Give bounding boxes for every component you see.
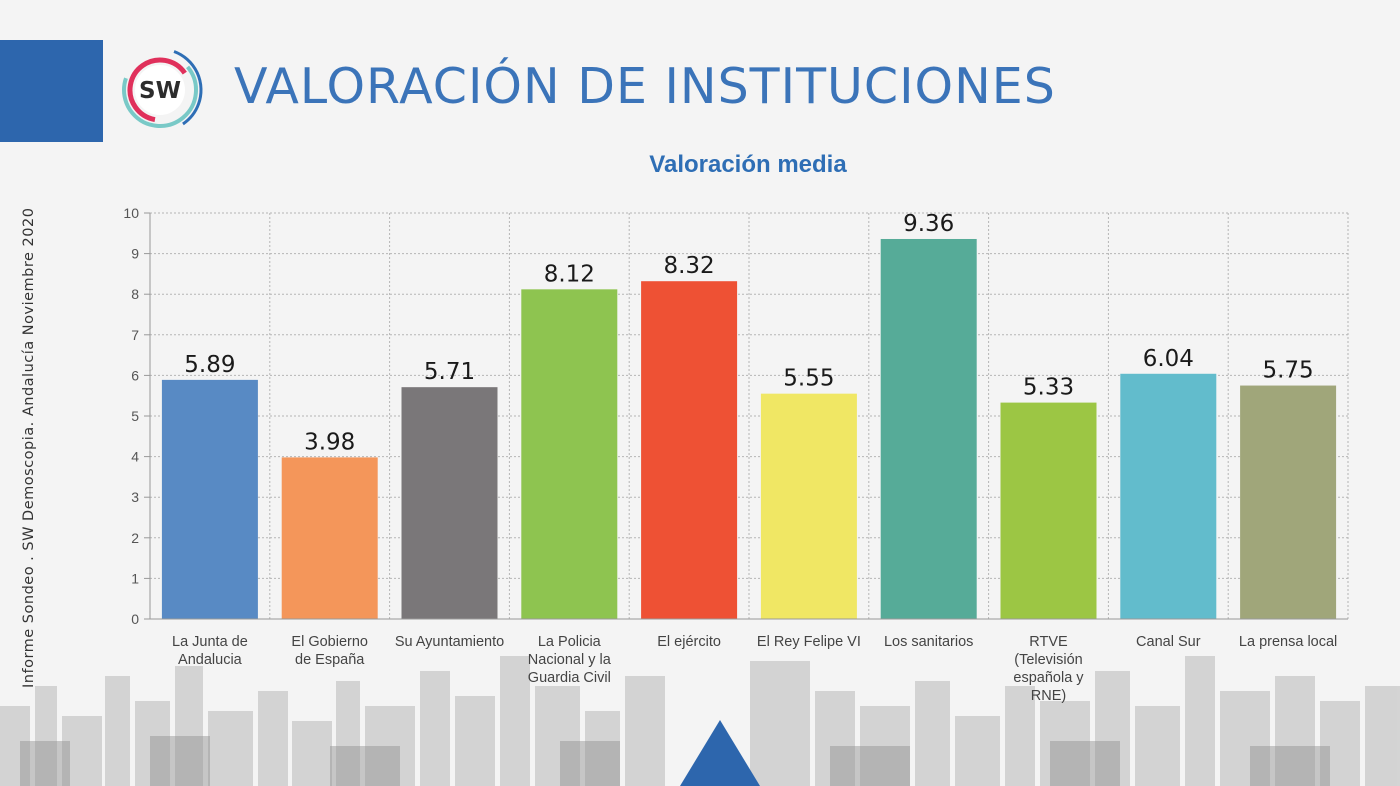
data-label: 5.55 [783,366,834,392]
data-label: 8.32 [663,253,714,279]
bar [641,281,738,619]
x-tick-label: Los sanitarios [884,634,973,650]
x-tick-label: Su Ayuntamiento [395,634,504,650]
bars-group [161,238,1337,619]
y-tick-label: 0 [131,611,139,627]
y-tick-label: 10 [123,205,139,221]
logo-text: SW [139,78,181,104]
bar [281,457,378,619]
x-axis: La Junta de Andalucia El Gobierno de España… [150,618,1348,704]
data-labels-group: 5.89 3.98 5.71 8.12 8.32 5.55 9.36 5.33 6.04 5.75 [184,211,1313,455]
y-tick-label: 9 [131,246,139,262]
city-skyline-background [0,656,1400,786]
data-label: 5.75 [1262,358,1313,384]
data-label: 6.04 [1143,346,1194,372]
y-axis: 0 1 2 3 4 5 6 7 8 9 10 [123,205,151,627]
y-tick-label: 4 [131,449,139,465]
bar [1120,373,1217,619]
data-label: 8.12 [544,261,595,287]
data-label: 9.36 [903,211,954,237]
x-tick-label: El Gobierno de España [291,634,368,668]
x-tick-label: RTVE (Televisión española y RNE) [1013,634,1084,704]
y-tick-label: 6 [131,367,139,383]
x-tick-label: La Policia Nacional y la Guardia Civil [528,634,612,686]
bar [521,289,618,619]
data-label: 5.89 [184,352,235,378]
x-tick-label: Canal Sur [1136,634,1201,650]
data-label: 3.98 [304,429,355,455]
bar [401,387,498,619]
bar [1240,385,1337,619]
triangle-decoration [680,720,760,786]
y-tick-label: 7 [131,327,139,343]
x-tick-label: El Rey Felipe VI [757,634,861,650]
y-tick-label: 5 [131,408,139,424]
bar [1000,402,1097,619]
sw-logo: SW [117,47,203,133]
x-tick-label: El ejército [657,634,721,650]
header-accent-block [0,40,103,142]
y-tick-label: 1 [131,570,139,586]
x-tick-label: La prensa local [1239,634,1337,650]
bar [161,379,258,619]
chart-title: Valoración media [649,151,847,178]
data-label: 5.71 [424,359,475,385]
x-tick-label: La Junta de Andalucia [172,634,248,668]
bar [880,238,977,619]
data-label: 5.33 [1023,375,1074,401]
y-tick-label: 3 [131,489,139,505]
y-tick-label: 8 [131,286,139,302]
page-title: VALORACIÓN DE INSTITUCIONES [234,58,1056,115]
y-tick-label: 2 [131,530,139,546]
bar [760,393,857,619]
